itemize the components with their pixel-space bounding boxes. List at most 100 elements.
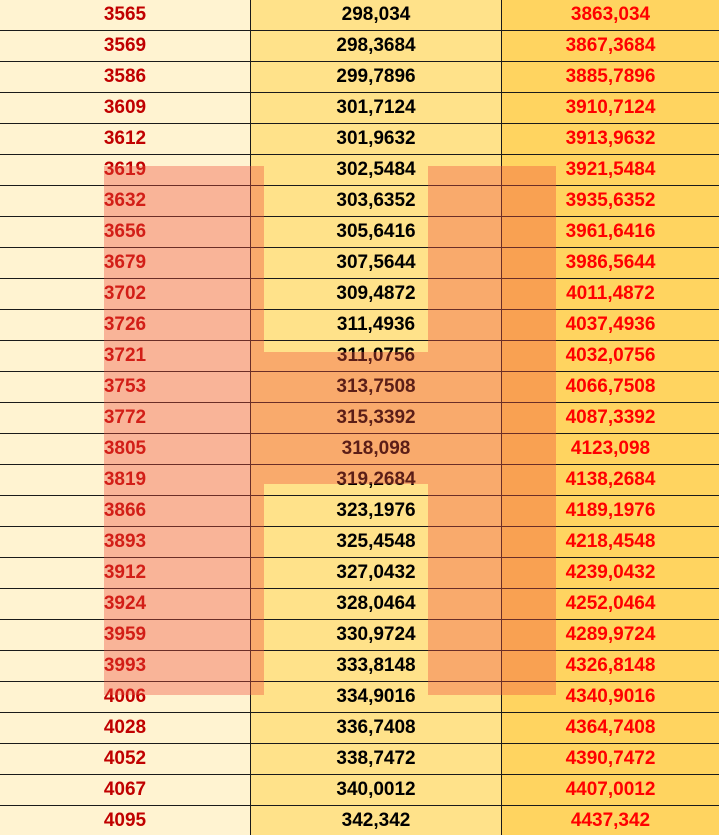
cell-col1[interactable]: 3866 bbox=[0, 495, 251, 527]
cell-col3[interactable]: 4066,7508 bbox=[501, 371, 719, 403]
cell-col2[interactable]: 309,4872 bbox=[250, 278, 502, 310]
cell-col1[interactable]: 3726 bbox=[0, 309, 251, 341]
cell-col3[interactable]: 4407,0012 bbox=[501, 774, 719, 806]
cell-col2[interactable]: 325,4548 bbox=[250, 526, 502, 558]
cell-col2[interactable]: 340,0012 bbox=[250, 774, 502, 806]
cell-col3[interactable]: 4289,9724 bbox=[501, 619, 719, 651]
cell-col3[interactable]: 4123,098 bbox=[501, 433, 719, 465]
cell-col2[interactable]: 311,0756 bbox=[250, 340, 502, 372]
cell-col1[interactable]: 3569 bbox=[0, 30, 251, 62]
cell-col2[interactable]: 301,9632 bbox=[250, 123, 502, 155]
table-row: 3702 309,4872 4011,4872 bbox=[0, 278, 719, 310]
cell-col3[interactable]: 4087,3392 bbox=[501, 402, 719, 434]
cell-col1[interactable]: 3721 bbox=[0, 340, 251, 372]
cell-col2[interactable]: 333,8148 bbox=[250, 650, 502, 682]
cell-col1[interactable]: 3632 bbox=[0, 185, 251, 217]
table-row: 3632 303,6352 3935,6352 bbox=[0, 185, 719, 217]
cell-col3[interactable]: 3863,034 bbox=[501, 0, 719, 31]
cell-col1[interactable]: 3912 bbox=[0, 557, 251, 589]
cell-col2[interactable]: 315,3392 bbox=[250, 402, 502, 434]
cell-col3[interactable]: 4189,1976 bbox=[501, 495, 719, 527]
cell-col1[interactable]: 3959 bbox=[0, 619, 251, 651]
cell-col1[interactable]: 3565 bbox=[0, 0, 251, 31]
cell-col1[interactable]: 3819 bbox=[0, 464, 251, 496]
cell-col2[interactable]: 336,7408 bbox=[250, 712, 502, 744]
cell-col3[interactable]: 4340,9016 bbox=[501, 681, 719, 713]
cell-col3[interactable]: 4218,4548 bbox=[501, 526, 719, 558]
cell-col3[interactable]: 4390,7472 bbox=[501, 743, 719, 775]
cell-col2[interactable]: 301,7124 bbox=[250, 92, 502, 124]
cell-col2[interactable]: 298,3684 bbox=[250, 30, 502, 62]
cell-col2[interactable]: 342,342 bbox=[250, 805, 502, 835]
cell-col1[interactable]: 3753 bbox=[0, 371, 251, 403]
cell-col2[interactable]: 330,9724 bbox=[250, 619, 502, 651]
cell-col1[interactable]: 4095 bbox=[0, 805, 251, 835]
cell-col2[interactable]: 299,7896 bbox=[250, 61, 502, 93]
cell-col3[interactable]: 3986,5644 bbox=[501, 247, 719, 279]
cell-col2[interactable]: 323,1976 bbox=[250, 495, 502, 527]
table-row: 4067 340,0012 4407,0012 bbox=[0, 774, 719, 806]
cell-col1[interactable]: 3619 bbox=[0, 154, 251, 186]
cell-col1[interactable]: 3586 bbox=[0, 61, 251, 93]
cell-col2[interactable]: 307,5644 bbox=[250, 247, 502, 279]
cell-col3[interactable]: 4239,0432 bbox=[501, 557, 719, 589]
cell-col2[interactable]: 327,0432 bbox=[250, 557, 502, 589]
cell-col1[interactable]: 4067 bbox=[0, 774, 251, 806]
cell-col3[interactable]: 3910,7124 bbox=[501, 92, 719, 124]
cell-col1[interactable]: 4028 bbox=[0, 712, 251, 744]
cell-col3[interactable]: 4037,4936 bbox=[501, 309, 719, 341]
table-row: 4095 342,342 4437,342 bbox=[0, 805, 719, 835]
cell-col1[interactable]: 3656 bbox=[0, 216, 251, 248]
cell-col2[interactable]: 302,5484 bbox=[250, 154, 502, 186]
cell-col2[interactable]: 318,098 bbox=[250, 433, 502, 465]
cell-col3[interactable]: 4138,2684 bbox=[501, 464, 719, 496]
table-row: 3609 301,7124 3910,7124 bbox=[0, 92, 719, 124]
table-row: 3619 302,5484 3921,5484 bbox=[0, 154, 719, 186]
cell-col3[interactable]: 4252,0464 bbox=[501, 588, 719, 620]
cell-col1[interactable]: 3609 bbox=[0, 92, 251, 124]
cell-col2[interactable]: 303,6352 bbox=[250, 185, 502, 217]
cell-col1[interactable]: 3993 bbox=[0, 650, 251, 682]
table-row: 3565 298,034 3863,034 bbox=[0, 0, 719, 31]
table-row: 3866 323,1976 4189,1976 bbox=[0, 495, 719, 527]
table-row: 3753 313,7508 4066,7508 bbox=[0, 371, 719, 403]
cell-col3[interactable]: 4326,8148 bbox=[501, 650, 719, 682]
table-row: 3924 328,0464 4252,0464 bbox=[0, 588, 719, 620]
table-row: 3679 307,5644 3986,5644 bbox=[0, 247, 719, 279]
table-row: 3569 298,3684 3867,3684 bbox=[0, 30, 719, 62]
cell-col2[interactable]: 334,9016 bbox=[250, 681, 502, 713]
cell-col1[interactable]: 3702 bbox=[0, 278, 251, 310]
cell-col3[interactable]: 3935,6352 bbox=[501, 185, 719, 217]
cell-col1[interactable]: 3893 bbox=[0, 526, 251, 558]
cell-col2[interactable]: 313,7508 bbox=[250, 371, 502, 403]
cell-col1[interactable]: 3612 bbox=[0, 123, 251, 155]
cell-col3[interactable]: 3913,9632 bbox=[501, 123, 719, 155]
table-row: 4006 334,9016 4340,9016 bbox=[0, 681, 719, 713]
cell-col3[interactable]: 3867,3684 bbox=[501, 30, 719, 62]
cell-col2[interactable]: 305,6416 bbox=[250, 216, 502, 248]
cell-col1[interactable]: 3924 bbox=[0, 588, 251, 620]
cell-col1[interactable]: 4006 bbox=[0, 681, 251, 713]
cell-col2[interactable]: 338,7472 bbox=[250, 743, 502, 775]
table-row: 3959 330,9724 4289,9724 bbox=[0, 619, 719, 651]
cell-col3[interactable]: 4032,0756 bbox=[501, 340, 719, 372]
cell-col3[interactable]: 3885,7896 bbox=[501, 61, 719, 93]
cell-col3[interactable]: 4011,4872 bbox=[501, 278, 719, 310]
table-row: 3993 333,8148 4326,8148 bbox=[0, 650, 719, 682]
cell-col3[interactable]: 4437,342 bbox=[501, 805, 719, 835]
cell-col1[interactable]: 3679 bbox=[0, 247, 251, 279]
cell-col1[interactable]: 3805 bbox=[0, 433, 251, 465]
cell-col3[interactable]: 3961,6416 bbox=[501, 216, 719, 248]
cell-col2[interactable]: 328,0464 bbox=[250, 588, 502, 620]
table-row: 3805 318,098 4123,098 bbox=[0, 433, 719, 465]
cell-col3[interactable]: 3921,5484 bbox=[501, 154, 719, 186]
cell-col2[interactable]: 311,4936 bbox=[250, 309, 502, 341]
cell-col1[interactable]: 4052 bbox=[0, 743, 251, 775]
cell-col3[interactable]: 4364,7408 bbox=[501, 712, 719, 744]
table-row: 3772 315,3392 4087,3392 bbox=[0, 402, 719, 434]
table-row: 3586 299,7896 3885,7896 bbox=[0, 61, 719, 93]
cell-col2[interactable]: 298,034 bbox=[250, 0, 502, 31]
cell-col1[interactable]: 3772 bbox=[0, 402, 251, 434]
table-row: 3912 327,0432 4239,0432 bbox=[0, 557, 719, 589]
cell-col2[interactable]: 319,2684 bbox=[250, 464, 502, 496]
